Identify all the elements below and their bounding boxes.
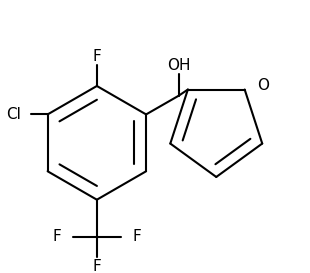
Text: OH: OH [167, 58, 191, 73]
Text: Cl: Cl [6, 107, 20, 122]
Text: F: F [92, 49, 101, 64]
Text: O: O [258, 78, 269, 93]
Text: F: F [53, 229, 61, 244]
Text: F: F [132, 229, 141, 244]
Text: F: F [92, 259, 101, 273]
